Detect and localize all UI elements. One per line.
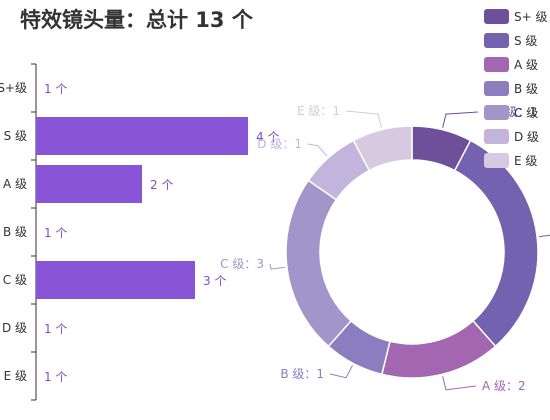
legend-label: D 级 [514, 129, 540, 144]
legend-swatch [484, 32, 509, 48]
legend-item[interactable]: S 级 [484, 28, 548, 52]
legend-label: S 级 [514, 33, 538, 48]
legend-swatch [484, 152, 509, 168]
legend-item[interactable]: E 级 [484, 148, 548, 172]
slice-label: B 级：1 [280, 367, 324, 381]
legend-swatch [484, 8, 509, 24]
bar [36, 117, 248, 155]
bar-value-label: 4 个 [256, 130, 279, 144]
donut-chart: S+ 级：1S 级：4A 级：2B 级：1C 级：3D 级：1E 级：1 [220, 104, 550, 393]
legend-swatch [484, 104, 509, 120]
slice-label: C 级：3 [220, 257, 264, 271]
legend-label: E 级 [514, 153, 538, 168]
legend-item[interactable]: B 级 [484, 76, 548, 100]
y-tick-label: C 级 [3, 273, 27, 287]
y-tick-label: B 级 [3, 225, 27, 239]
bar-value-label: 2 个 [150, 178, 173, 192]
bar-chart: S+级 1 个 S 级 4 个 A 级 2 个 B 级 1 个 C 级 3 个 D 级 1 个 E 级 1… [0, 63, 279, 401]
bar-value-label: 3 个 [203, 274, 226, 288]
slice-label-line [269, 263, 285, 270]
slice-label-line [307, 143, 328, 157]
legend-label: C 级 [514, 105, 539, 120]
page-title: 特效镜头量：总计 13 个 [20, 8, 253, 32]
donut-slice [285, 179, 353, 348]
slice-label-line [329, 365, 353, 379]
legend-swatch [484, 56, 509, 72]
slice-label-line [442, 376, 477, 391]
bar-value-label: 1 个 [44, 370, 67, 384]
legend-item[interactable]: S+ 级 [484, 4, 548, 28]
slice-label-line [345, 110, 382, 128]
y-tick-label: S+级 [0, 81, 27, 95]
legend-swatch [484, 128, 509, 144]
bar [36, 261, 195, 299]
slice-label: E 级：1 [297, 104, 340, 118]
donut-slice [380, 319, 497, 379]
legend-label: B 级 [514, 81, 539, 96]
bar [36, 165, 142, 203]
slice-label: A 级：2 [482, 379, 526, 393]
legend-swatch [484, 80, 509, 96]
bar-value-label: 1 个 [44, 82, 67, 96]
bar-value-label: 1 个 [44, 322, 67, 336]
legend-label: A 级 [514, 57, 539, 72]
y-tick-label: S 级 [4, 129, 27, 143]
y-tick-label: D 级 [2, 321, 27, 335]
legend-item[interactable]: A 级 [484, 52, 548, 76]
slice-label: D 级：1 [257, 137, 302, 151]
legend-label: S+ 级 [514, 9, 548, 24]
y-tick-label: A 级 [3, 177, 27, 191]
slice-label-line [539, 234, 550, 238]
legend: S+ 级 S 级 A 级 B 级 C 级 D 级 E 级 [484, 4, 548, 172]
y-tick-label: E 级 [4, 369, 27, 383]
legend-item[interactable]: C 级 [484, 100, 548, 124]
donut-slice [352, 125, 413, 172]
bar-value-label: 1 个 [44, 226, 67, 240]
slice-label-line [442, 111, 479, 128]
legend-item[interactable]: D 级 [484, 124, 548, 148]
